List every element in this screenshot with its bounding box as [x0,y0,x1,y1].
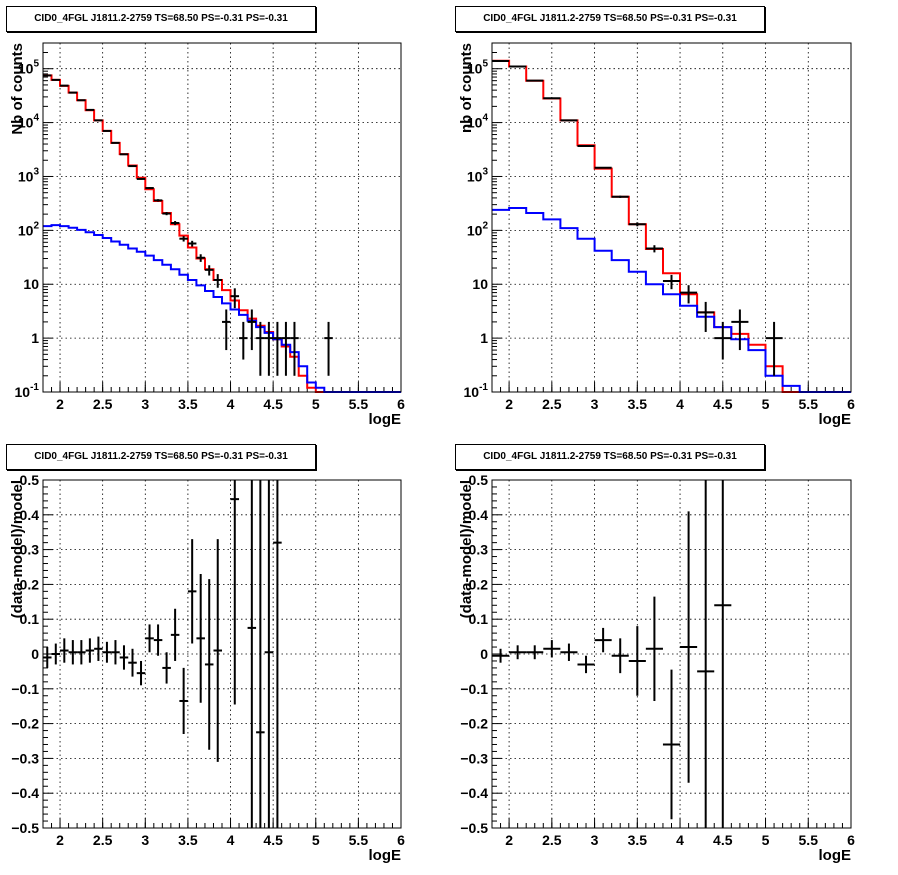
x-axis-label: logE [369,411,402,428]
plot-frame [491,42,852,393]
y-tick-label: 104 [467,113,489,131]
y-tick-label: 0 [480,646,488,662]
y-tick-label: 1 [31,330,39,346]
y-tick-label: −0.3 [11,750,39,766]
chart-title: CID0_4FGL J1811.2-2759 TS=68.50 PS=-0.31… [6,6,316,32]
y-axis-label: Nb of counts [9,43,26,135]
x-tick-label: 5.5 [799,396,819,412]
x-tick-label: 6 [397,396,405,412]
x-tick-label: 2 [56,396,64,412]
x-tick-label: 3 [591,832,599,848]
x-tick-label: 3.5 [178,832,198,848]
y-tick-label: 0.5 [469,472,489,488]
y-tick-label: 103 [18,166,40,184]
y-tick-label: −0.2 [460,716,488,732]
x-tick-label: 3 [141,396,149,412]
x-tick-label: 4.5 [713,396,733,412]
x-tick-label: 6 [847,396,855,412]
y-axis-label: (data-model)/model [458,480,475,618]
x-tick-label: 3 [591,396,599,412]
model-source-histogram [43,224,401,393]
y-tick-label: 102 [18,220,40,238]
residual-chart-left: 2 2.5 3 3.5 4 4.5 5 5.5 6 −0.5 −0.4 −0.3 −0.2 −0.1 0 0.… [9,472,405,864]
x-tick-label: 3.5 [178,396,198,412]
chart-title: CID0_4FGL J1811.2-2759 TS=68.50 PS=-0.31… [455,444,765,470]
x-tick-label: 2.5 [93,396,113,412]
residual-chart-right: 2 2.5 3 3.5 4 4.5 5 5.5 6 −0.5 −0.4 −0.3 −0.2 −0.1 0 0.… [458,472,855,864]
x-tick-label: 5 [762,396,770,412]
y-tick-label: 0.1 [469,611,489,627]
x-tick-label: 4 [676,396,684,412]
x-tick-label: 2.5 [93,832,113,848]
x-tick-label: 5.5 [799,832,819,848]
x-tick-label: 3.5 [628,396,648,412]
x-tick-label: 5 [312,396,320,412]
x-axis-label: logE [369,847,402,864]
x-tick-label: 5.5 [349,832,369,848]
y-tick-label: 0.3 [469,542,489,558]
x-tick-label: 5 [312,832,320,848]
y-tick-label: 0.4 [20,507,40,523]
x-tick-label: 2 [56,832,64,848]
y-tick-label: 10-1 [15,382,40,400]
y-tick-label: 103 [467,166,489,184]
x-tick-label: 5 [762,832,770,848]
y-axis-label: nb of counts [458,43,475,133]
y-tick-label: −0.3 [460,750,488,766]
y-tick-label: 0.2 [20,576,40,592]
model-total-histogram [492,59,851,393]
x-tick-label: 2 [505,396,513,412]
x-tick-label: 4 [676,832,684,848]
y-tick-label: 0.4 [469,507,489,523]
y-tick-label: 10-1 [464,382,489,400]
y-tick-label: −0.4 [11,785,39,801]
x-tick-label: 5.5 [349,396,369,412]
y-tick-label: −0.1 [460,681,488,697]
y-tick-label: 0.1 [20,611,40,627]
x-tick-label: 2.5 [542,832,562,848]
y-tick-label: −0.5 [460,820,488,836]
x-tick-label: 4 [227,832,235,848]
y-tick-label: −0.4 [460,785,488,801]
y-tick-label: 10 [23,276,39,292]
x-tick-label: 3.5 [628,832,648,848]
y-tick-label: 0 [31,646,39,662]
spectrum-chart-left: 2 2.5 3 3.5 4 4.5 5 5.5 6 10-1 1 10 102 103 104 105 logE… [9,42,405,428]
chart-title: CID0_4FGL J1811.2-2759 TS=68.50 PS=-0.31… [455,6,765,32]
y-tick-label: 105 [467,59,489,77]
model-total-histogram [43,74,401,393]
x-tick-label: 6 [397,832,405,848]
x-tick-label: 4.5 [713,832,733,848]
plot-frame [42,479,402,829]
plot-frame [491,479,852,829]
spectrum-chart-right: 2 2.5 3 3.5 4 4.5 5 5.5 6 10-1 1 10 102 103 104 105 logE… [458,42,855,428]
x-tick-label: 4 [227,396,235,412]
y-tick-label: 102 [467,220,489,238]
y-tick-label: 10 [472,276,488,292]
x-tick-label: 2 [505,832,513,848]
x-axis-label: logE [819,847,852,864]
x-tick-label: 2.5 [542,396,562,412]
y-tick-label: 104 [18,113,40,131]
y-tick-label: 105 [18,59,40,77]
y-tick-label: 0.2 [469,576,489,592]
y-tick-label: 0.3 [20,542,40,558]
x-tick-label: 4.5 [263,396,283,412]
y-tick-label: 0.5 [20,472,40,488]
y-tick-label: 1 [480,330,488,346]
plot-frame [42,42,402,393]
y-tick-label: −0.2 [11,716,39,732]
y-tick-label: −0.5 [11,820,39,836]
x-tick-label: 6 [847,832,855,848]
x-tick-label: 3 [141,832,149,848]
y-axis-label: (data-model)/model [9,480,26,618]
chart-title: CID0_4FGL J1811.2-2759 TS=68.50 PS=-0.31… [6,444,316,470]
y-tick-label: −0.1 [11,681,39,697]
x-tick-label: 4.5 [263,832,283,848]
model-source-histogram [492,207,851,393]
x-axis-label: logE [819,411,852,428]
